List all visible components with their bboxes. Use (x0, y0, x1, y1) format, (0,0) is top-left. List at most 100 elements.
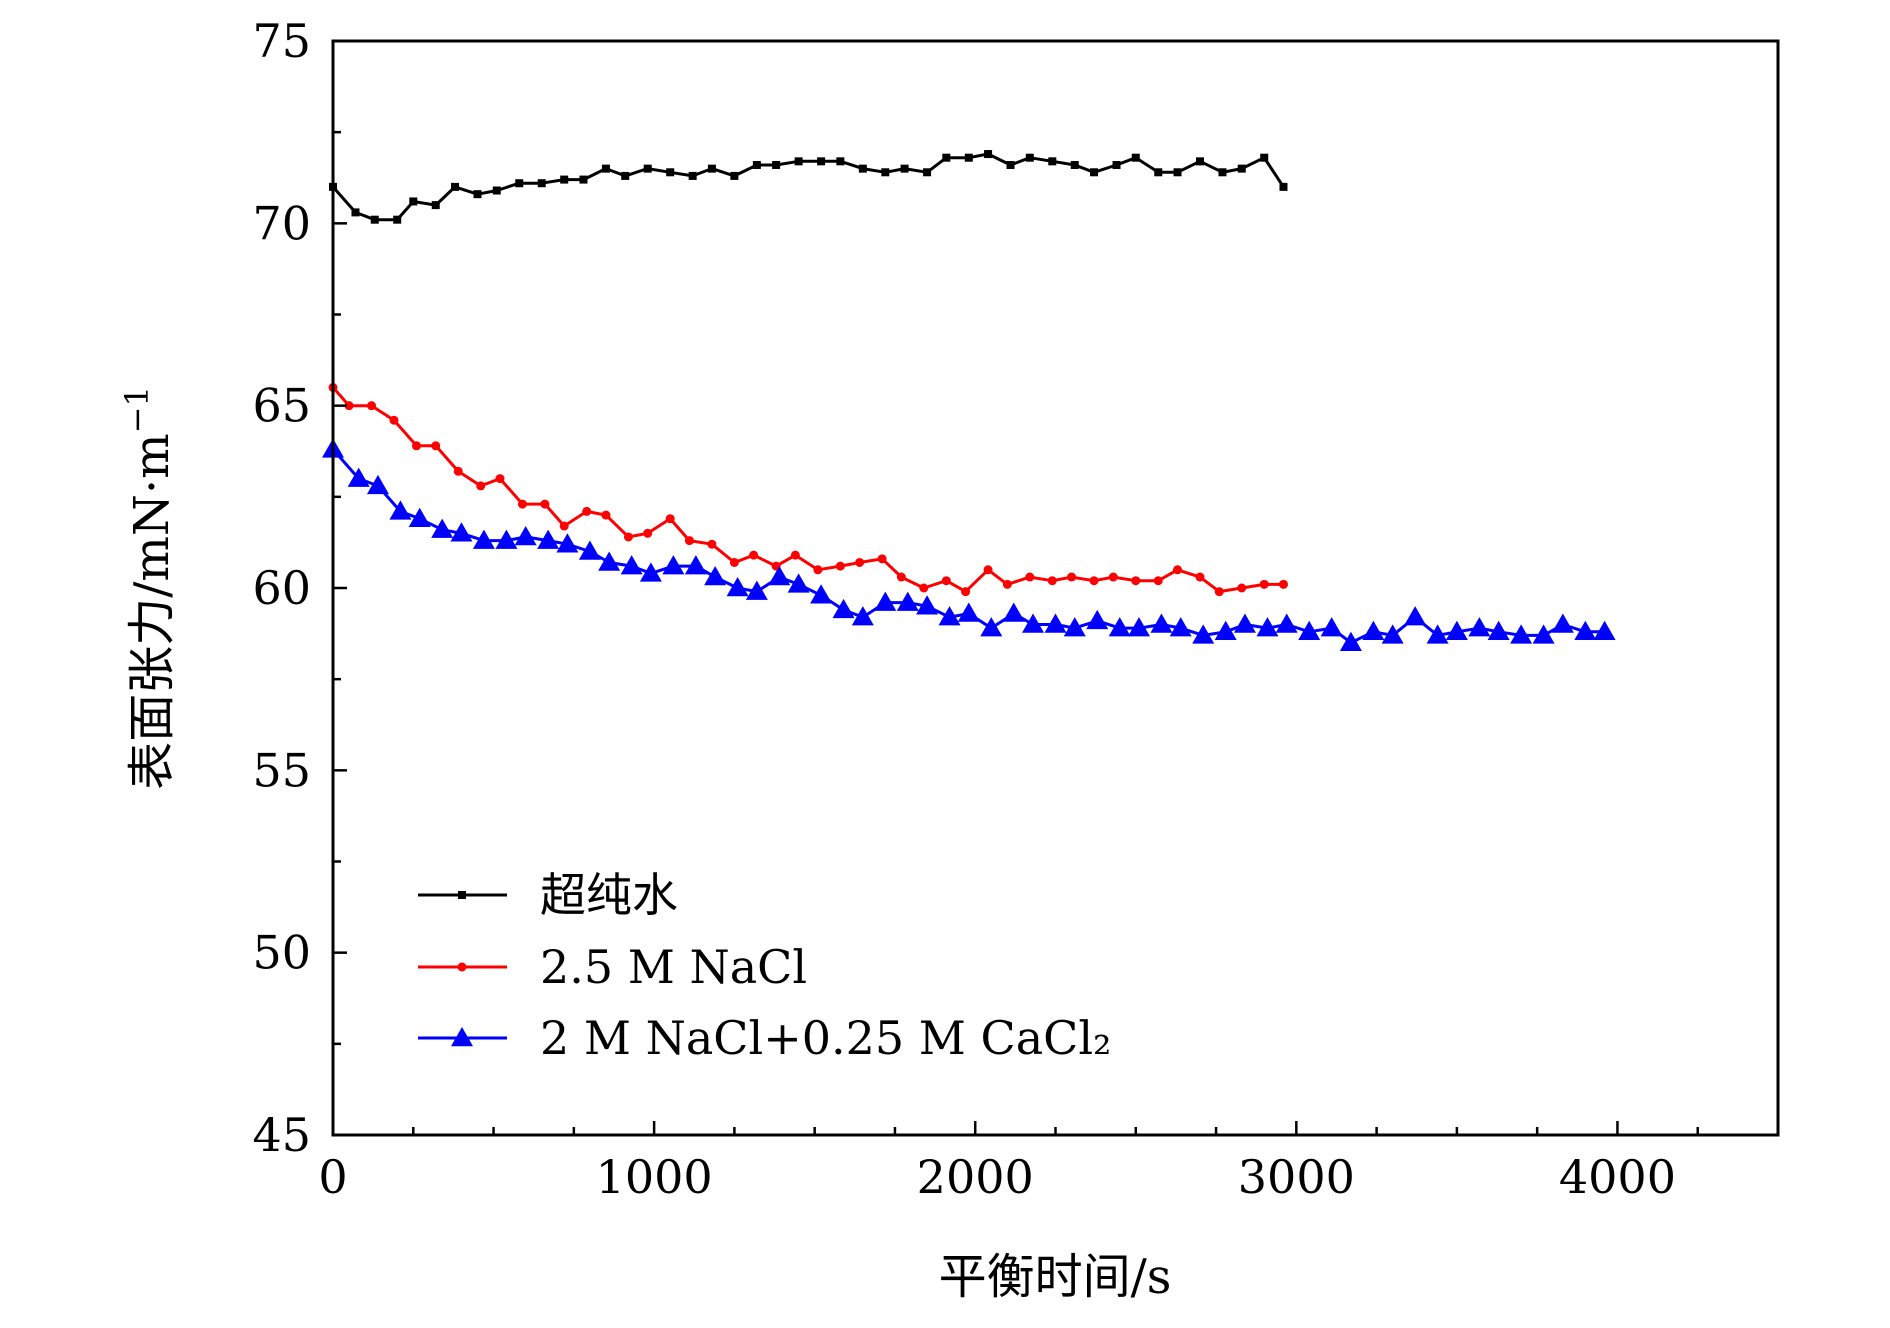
data-point (1022, 613, 1045, 633)
data-point (473, 190, 482, 199)
data-point (639, 562, 662, 582)
data-point (1362, 620, 1385, 641)
legend: 超纯水 2.5 M NaCl 2 M NaCl+0.25 M CaCl₂ (418, 868, 1111, 1065)
data-point (881, 168, 890, 177)
data-point (1214, 587, 1224, 597)
data-point (537, 529, 560, 549)
data-point (900, 164, 909, 173)
data-point (370, 215, 379, 224)
data-point (1089, 576, 1099, 586)
y-axis-label: 表面张力/mN·m−1 (118, 386, 180, 790)
x-tick-label: 3000 (1238, 1150, 1355, 1204)
data-point (623, 532, 633, 542)
data-point (1086, 609, 1109, 630)
data-point (582, 506, 592, 516)
data-point (810, 584, 833, 604)
data-point (620, 555, 643, 575)
data-point (984, 150, 993, 159)
x-axis-label: 平衡时间/s (939, 1249, 1172, 1305)
data-point (1237, 164, 1246, 173)
data-point (896, 591, 919, 611)
data-point (983, 565, 993, 575)
data-point (1070, 160, 1079, 169)
data-point (389, 500, 412, 520)
data-point (1237, 583, 1247, 593)
series-line-2 (331, 386, 1284, 594)
data-point (1279, 182, 1288, 191)
data-point (877, 554, 887, 564)
data-point (559, 521, 569, 531)
data-point (851, 606, 874, 626)
data-point (1574, 620, 1597, 641)
legend-item-1: 超纯水 (418, 868, 678, 922)
data-point (366, 474, 389, 495)
data-point (495, 529, 518, 549)
data-point (787, 573, 810, 593)
data-point (1006, 160, 1015, 169)
data-point (957, 602, 980, 622)
data-point (1532, 624, 1555, 644)
data-point (409, 197, 418, 206)
legend-marker (451, 1027, 473, 1047)
x-tick-label: 1000 (596, 1150, 713, 1204)
data-point (598, 551, 621, 571)
data-point (916, 595, 939, 615)
legend-marker (458, 891, 466, 899)
data-point (964, 153, 973, 162)
data-point (1108, 617, 1131, 637)
y-tick-label: 45 (252, 1108, 311, 1162)
data-point (1025, 153, 1034, 162)
data-point (730, 171, 739, 180)
data-point (451, 182, 460, 191)
data-point (1233, 613, 1256, 633)
data-point (517, 499, 527, 509)
data-point (768, 566, 791, 586)
data-point (1445, 620, 1468, 641)
data-point (1259, 579, 1269, 589)
data-point (832, 598, 855, 619)
data-point (1169, 617, 1192, 637)
data-point (1339, 631, 1362, 651)
y-tick-label: 50 (252, 926, 311, 980)
data-point (836, 157, 845, 166)
data-point (794, 157, 803, 166)
data-point (1404, 606, 1427, 626)
data-point (1426, 624, 1449, 644)
data-point (347, 467, 370, 487)
legend-label: 超纯水 (540, 868, 678, 922)
data-point (1298, 620, 1321, 641)
data-point (666, 168, 675, 177)
data-point (476, 481, 486, 491)
data-point (1256, 617, 1279, 637)
data-point (1487, 620, 1510, 641)
data-point (411, 441, 421, 451)
series-3 (322, 438, 1616, 651)
data-point (1173, 168, 1182, 177)
data-point (431, 201, 440, 210)
series-line-1 (331, 152, 1285, 222)
data-point (514, 525, 537, 546)
data-point (919, 583, 929, 593)
data-point (450, 522, 473, 542)
data-point (835, 561, 845, 571)
data-point (1090, 168, 1099, 177)
data-point (813, 565, 823, 575)
y-tick-label: 75 (252, 14, 311, 68)
series-2 (328, 382, 1288, 597)
data-point (1195, 572, 1205, 582)
y-tick-label: 60 (252, 561, 311, 615)
data-point (1025, 572, 1035, 582)
data-point (453, 466, 463, 476)
data-point (1192, 624, 1215, 644)
data-point (1468, 617, 1491, 637)
y-axis-label-superscript: −1 (118, 386, 156, 433)
series-1 (329, 150, 1288, 224)
series-layer (322, 150, 1616, 651)
data-point (601, 164, 610, 173)
data-point (790, 550, 800, 560)
data-point (707, 164, 716, 173)
data-point (942, 153, 951, 162)
data-point (749, 550, 759, 560)
data-point (643, 528, 653, 538)
data-point (1044, 613, 1067, 633)
